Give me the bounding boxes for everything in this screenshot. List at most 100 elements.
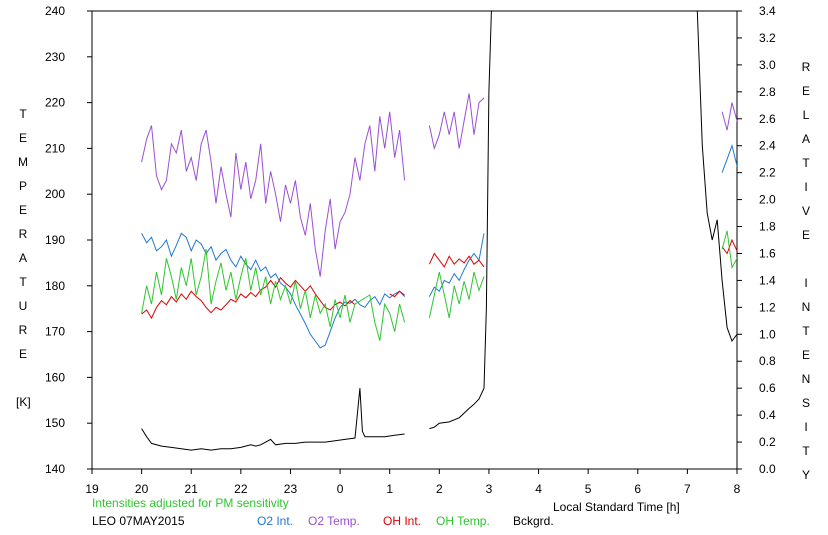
y-right-tick-label: 2.0 [759, 193, 776, 207]
legend-item-bckgrd: Bckgrd. [513, 514, 554, 528]
y-right-tick-label: 0.6 [759, 381, 776, 395]
series-oh-int-line [428, 252, 485, 268]
series-o2-temp-line [721, 102, 737, 131]
right-axis-title-letter: T [802, 156, 810, 170]
x-tick-label: 6 [634, 482, 641, 496]
legend-item-oh-temp: OH Temp. [436, 514, 490, 528]
y-left-tick-label: 220 [45, 96, 65, 110]
series-oh-temp-line [141, 249, 406, 341]
left-axis-title: T E M P E R A T U R E [K] [16, 102, 31, 414]
right-axis-title-letter: I [804, 276, 808, 290]
y-left-tick-label: 150 [45, 416, 65, 430]
left-axis-title-letter: T [19, 275, 27, 289]
left-axis-title-letter: T [19, 107, 27, 121]
left-axis-title-letter: U [18, 299, 28, 313]
y-right-tick-label: 1.2 [759, 300, 776, 314]
right-axis-title-letter: L [802, 108, 810, 122]
series-oh-temp-line [721, 230, 737, 270]
x-tick-label: 20 [135, 482, 149, 496]
series-o2-int-line [721, 143, 737, 173]
y-right-tick-label: 1.4 [759, 273, 776, 287]
y-right-tick-label: 0.0 [759, 462, 776, 476]
y-right-tick-label: 2.8 [759, 85, 776, 99]
y-right-tick-label: 2.6 [759, 112, 776, 126]
right-axis-title-letter: A [801, 132, 810, 146]
x-tick-label: 7 [684, 482, 691, 496]
x-tick-label: 5 [585, 482, 592, 496]
series-bckgrd-line [429, 11, 492, 430]
y-right-tick-label: 0.4 [759, 408, 776, 422]
left-axis-title-letter: E [18, 131, 27, 145]
x-tick-label: 22 [234, 482, 248, 496]
y-left-tick-label: 240 [45, 4, 65, 18]
y-left-tick-label: 180 [45, 279, 65, 293]
series-bckgrd-line [696, 11, 737, 343]
y-right-tick-label: 3.0 [759, 58, 776, 72]
right-axis-title-letter: N [801, 300, 811, 314]
y-right-tick-label: 1.0 [759, 327, 776, 341]
y-left-tick-label: 230 [45, 50, 65, 64]
right-axis-title-letter: R [801, 60, 811, 74]
left-axis-title-letter: R [18, 323, 28, 337]
y-left-tick-label: 170 [45, 325, 65, 339]
x-tick-label: 23 [284, 482, 298, 496]
series-oh-temp-line [428, 271, 485, 319]
x-tick-label: 3 [486, 482, 493, 496]
right-axis-title-letter: E [801, 348, 810, 362]
right-axis-title-letter: S [801, 396, 810, 410]
series-o2-int-line [428, 233, 485, 297]
x-tick-label: 21 [185, 482, 199, 496]
station-date-label: LEO 07MAY2015 [92, 514, 185, 528]
right-axis-title-letter: E [801, 228, 810, 242]
x-tick-label: 0 [337, 482, 344, 496]
right-axis-title-letter: N [801, 372, 811, 386]
right-axis-title-letter: Y [801, 468, 810, 482]
x-tick-label: 1 [386, 482, 393, 496]
legend-item-oh-int: OH Int. [383, 514, 422, 528]
y-right-tick-label: 0.8 [759, 354, 776, 368]
right-axis-title-letter: V [801, 204, 810, 218]
y-right-tick-label: 1.8 [759, 220, 776, 234]
y-left-tick-label: 140 [45, 462, 65, 476]
series-oh-int-line [389, 290, 405, 298]
y-left-tick-label: 200 [45, 187, 65, 201]
y-left-tick-label: 190 [45, 233, 65, 247]
right-axis-title-letter: I [804, 420, 808, 434]
y-right-tick-label: 2.4 [759, 139, 776, 153]
left-axis-title-letter: A [18, 251, 27, 265]
left-axis-title-letter: M [18, 155, 28, 169]
left-axis-title-letter: R [18, 227, 28, 241]
x-tick-label: 19 [85, 482, 99, 496]
y-right-tick-label: 3.4 [759, 4, 776, 18]
x-tick-label: 4 [535, 482, 542, 496]
x-tick-label: 8 [734, 482, 741, 496]
left-axis-title-letter: P [18, 179, 27, 193]
series-o2-int-line [141, 232, 405, 349]
left-axis-title-letter: E [18, 203, 27, 217]
left-axis-title-letter: [K] [16, 395, 31, 409]
x-axis-title: Local Standard Time [h] [553, 500, 680, 514]
left-axis-title-letter: E [18, 347, 27, 361]
y-left-tick-label: 160 [45, 370, 65, 384]
right-axis-title-letter: I [804, 180, 808, 194]
series-o2-temp-line [428, 93, 485, 151]
left-axis-title-letter [16, 366, 30, 390]
y-left-tick-label: 210 [45, 141, 65, 155]
right-axis-title-letter: E [801, 84, 810, 98]
x-tick-label: 2 [436, 482, 443, 496]
legend-item-o2-temp: O2 Temp. [308, 514, 360, 528]
sensitivity-note: Intensities adjusted for PM sensitivity [92, 496, 289, 510]
y-right-tick-label: 1.6 [759, 246, 776, 260]
y-right-tick-label: 2.2 [759, 166, 776, 180]
series-o2-temp-line [141, 111, 406, 277]
series-oh-int-line [141, 276, 356, 320]
right-axis-title-letter [799, 247, 813, 271]
y-right-tick-label: 3.2 [759, 31, 776, 45]
series-bckgrd-line [141, 388, 405, 451]
right-axis-title-letter: T [802, 324, 810, 338]
right-axis-title-letter: T [802, 444, 810, 458]
legend-item-o2-int: O2 Int. [257, 514, 294, 528]
series-oh-int-line [721, 238, 737, 255]
